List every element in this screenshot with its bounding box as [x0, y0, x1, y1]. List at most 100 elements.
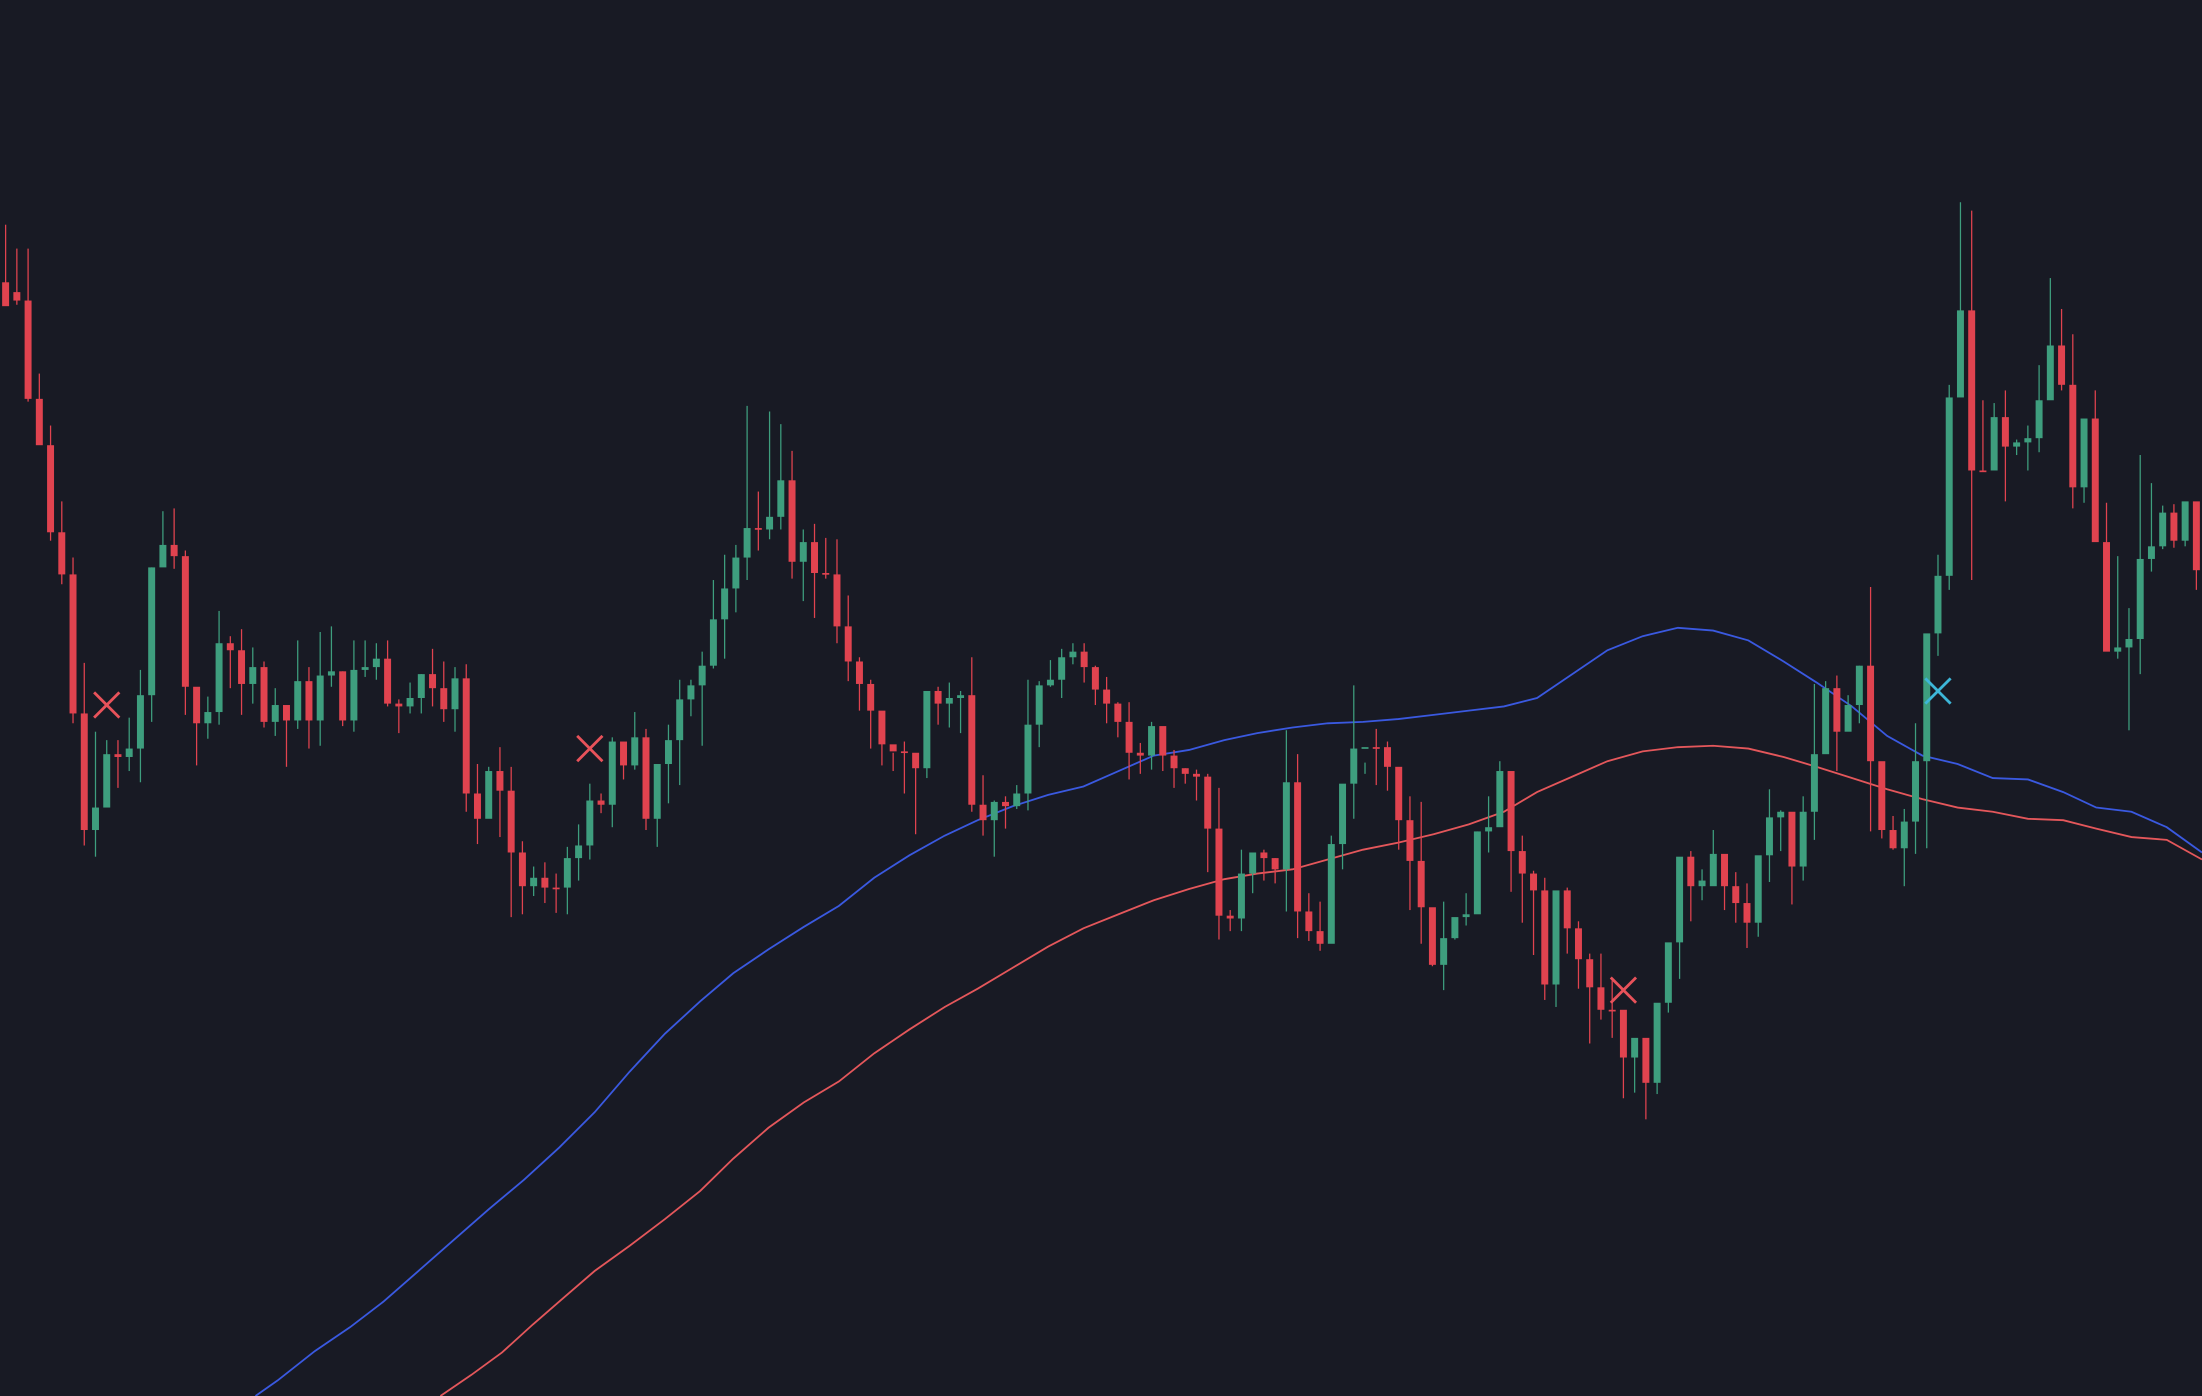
- candle-body: [1507, 771, 1515, 852]
- candle-body: [743, 528, 751, 558]
- candle: [1451, 917, 1459, 940]
- candle-body: [2136, 558, 2144, 640]
- candle: [1754, 855, 1762, 937]
- candle-body: [226, 643, 234, 651]
- candle-body: [687, 685, 695, 700]
- candle-body: [1485, 827, 1493, 832]
- candle-body: [1653, 1002, 1661, 1083]
- candle-body: [664, 740, 672, 765]
- candle-body: [1024, 724, 1032, 794]
- candle: [1867, 587, 1875, 832]
- candle: [24, 248, 32, 402]
- candle-body: [114, 754, 122, 757]
- candle-body: [1990, 417, 1998, 471]
- candle-body: [1080, 651, 1088, 668]
- candle: [1170, 749, 1178, 788]
- candle: [1327, 835, 1335, 944]
- candle: [530, 866, 538, 897]
- candle: [1732, 872, 1740, 923]
- candle-body: [1103, 689, 1111, 704]
- candle: [754, 491, 762, 551]
- candle-body: [260, 667, 268, 722]
- candle: [260, 661, 268, 728]
- candle-body: [1451, 917, 1459, 939]
- candle: [2125, 608, 2133, 731]
- candle: [316, 631, 324, 746]
- candle: [35, 373, 43, 446]
- candle: [1384, 741, 1391, 791]
- candle: [1462, 893, 1470, 926]
- candle-body: [2181, 501, 2189, 541]
- candle: [1788, 811, 1796, 905]
- candle-body: [811, 542, 818, 574]
- candle-body: [47, 445, 55, 533]
- candle-body: [473, 793, 481, 819]
- candle: [844, 595, 852, 682]
- candle: [2192, 501, 2200, 590]
- candle: [1833, 675, 1841, 772]
- candle-body: [1316, 931, 1324, 944]
- candle-body: [1721, 853, 1729, 887]
- candle-body: [1743, 903, 1751, 923]
- candle: [777, 424, 785, 530]
- candle: [249, 647, 257, 704]
- candle: [1204, 773, 1212, 873]
- candle: [1485, 796, 1493, 853]
- candle: [485, 766, 493, 819]
- candle-body: [1754, 855, 1762, 923]
- candle-body: [1619, 1009, 1627, 1058]
- candle: [1765, 789, 1773, 882]
- candle: [889, 744, 897, 772]
- candle: [1271, 858, 1279, 884]
- candle: [69, 557, 77, 724]
- candle-body: [1327, 844, 1335, 944]
- candle: [2001, 390, 2009, 502]
- candle-body: [417, 674, 425, 698]
- candle-body: [1552, 890, 1560, 985]
- candle-body: [541, 877, 549, 888]
- candle-body: [979, 804, 987, 821]
- candle-body: [1788, 811, 1796, 867]
- candle-body: [395, 703, 403, 707]
- candle: [2, 224, 10, 307]
- candle-body: [2091, 418, 2099, 543]
- candle-body: [1384, 747, 1391, 767]
- candle-body: [878, 710, 886, 745]
- candle: [1237, 849, 1245, 932]
- candle-body: [1305, 911, 1313, 932]
- candle: [507, 766, 515, 918]
- candle-body: [912, 752, 920, 769]
- candle: [1024, 679, 1032, 811]
- candle-body: [530, 877, 538, 887]
- candle-body: [676, 699, 684, 741]
- candle-body: [58, 532, 66, 575]
- candle: [2035, 365, 2043, 453]
- candle-body: [1440, 938, 1448, 965]
- candle-body: [1810, 754, 1818, 812]
- candle: [1136, 742, 1144, 774]
- candle: [721, 554, 729, 659]
- candle-body: [1496, 771, 1504, 828]
- candle-body: [485, 771, 493, 819]
- candle-body: [339, 671, 347, 721]
- candle-body: [1406, 820, 1414, 861]
- candle-body: [1069, 651, 1077, 658]
- candle-body: [2147, 546, 2155, 559]
- candle: [1473, 831, 1481, 915]
- candle: [575, 824, 583, 881]
- candle: [181, 550, 189, 715]
- candle: [1721, 853, 1729, 911]
- candle-body: [271, 705, 279, 722]
- candle: [114, 740, 122, 788]
- candle: [664, 724, 672, 804]
- candle: [294, 640, 302, 729]
- candle-body: [1541, 890, 1549, 985]
- candle-body: [249, 667, 257, 684]
- candle: [1069, 643, 1077, 665]
- candle: [631, 712, 639, 770]
- candle-body: [1878, 761, 1886, 831]
- candle-body: [2035, 400, 2043, 439]
- candle: [305, 667, 313, 749]
